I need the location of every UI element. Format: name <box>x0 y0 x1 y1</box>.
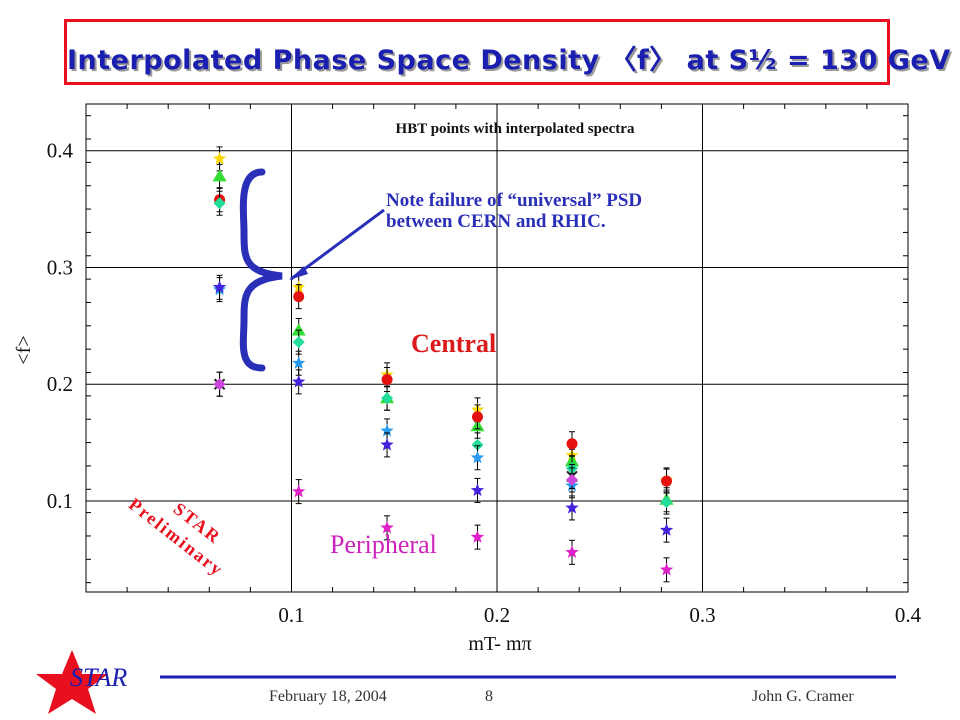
y-tick-label: 0.1 <box>47 489 73 513</box>
brace-icon <box>239 168 283 372</box>
x-tick-label: 0.3 <box>689 603 715 627</box>
data-point <box>292 484 306 498</box>
x-tick-label: 0.4 <box>895 603 922 627</box>
data-point <box>566 473 579 486</box>
x-tick-label: 0.1 <box>278 603 304 627</box>
data-point <box>380 437 394 451</box>
data-point <box>213 378 226 391</box>
data-point <box>292 374 306 388</box>
data-point <box>380 423 394 437</box>
data-point <box>381 392 394 405</box>
data-point <box>660 496 673 509</box>
data-point <box>566 438 578 450</box>
y-axis-label: <f> <box>13 335 35 364</box>
central-label: Central <box>411 329 496 358</box>
data-point <box>212 169 227 182</box>
x-axis-label: mT- mπ <box>468 633 531 655</box>
star-logo-text: STAR <box>70 663 127 692</box>
peripheral-label: Peripheral <box>330 530 437 559</box>
slide-title: Interpolated Phase Space Density 〈f〉 at … <box>67 45 951 76</box>
footer-date: February 18, 2004 <box>269 688 387 705</box>
data-point <box>213 197 226 210</box>
data-point <box>293 291 305 303</box>
data-point <box>212 151 227 165</box>
data-point <box>471 438 484 451</box>
data-point <box>565 500 579 514</box>
star-logo-icon <box>36 650 108 714</box>
data-point <box>471 411 483 423</box>
note-arrow <box>290 208 385 281</box>
data-point <box>659 562 674 576</box>
note-line-2: between CERN and RHIC. <box>386 211 606 232</box>
chart-subtitle: HBT points with interpolated spectra <box>396 121 635 137</box>
note-arrow-head <box>289 266 308 280</box>
footer-author: John G. Cramer <box>752 688 854 705</box>
title-box: Interpolated Phase Space Density 〈f〉 at … <box>64 19 951 85</box>
data-point <box>212 280 227 293</box>
data-point <box>659 523 674 536</box>
data-point <box>292 356 306 369</box>
data-point <box>292 336 305 349</box>
y-tick-label: 0.2 <box>47 372 73 396</box>
data-point <box>291 323 306 336</box>
y-tick-label: 0.3 <box>47 255 73 279</box>
data-point <box>381 374 393 386</box>
note-line-1: Note failure of “universal” PSD <box>386 190 642 211</box>
data-point <box>470 483 485 497</box>
data-point <box>470 530 485 543</box>
data-point <box>565 545 579 558</box>
x-tick-label: 0.2 <box>484 603 510 627</box>
data-point <box>661 475 673 487</box>
y-tick-label: 0.4 <box>47 139 74 163</box>
footer-page-number: 8 <box>485 688 493 705</box>
data-point <box>470 450 485 464</box>
data-point <box>380 520 394 534</box>
